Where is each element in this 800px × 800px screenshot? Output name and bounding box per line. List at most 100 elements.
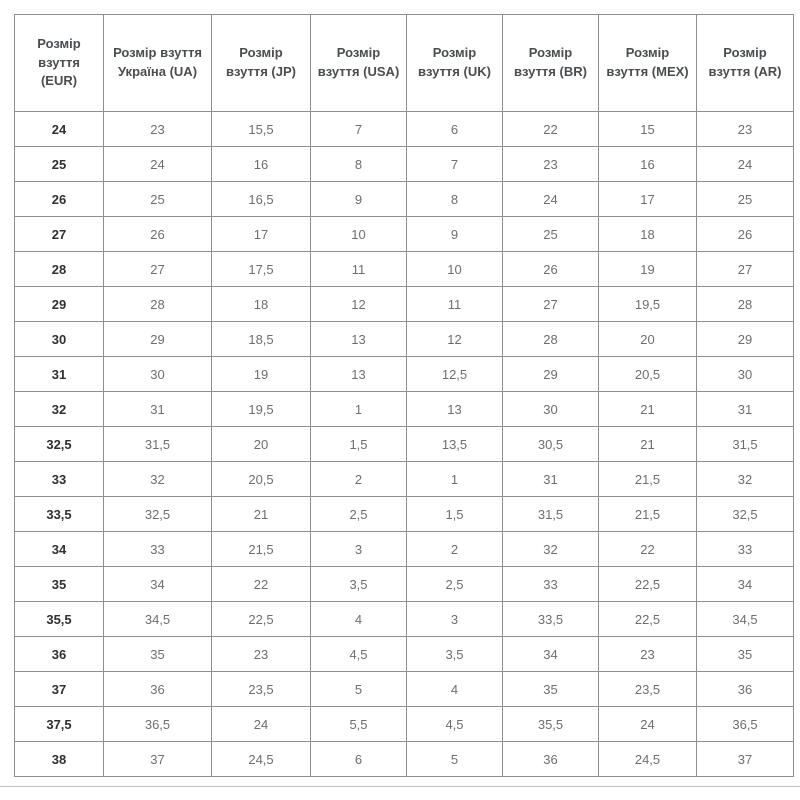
size-cell: 35 <box>696 636 794 672</box>
size-cell: 27 <box>103 251 212 287</box>
table-row: 30 29 18,5 13 12 28 20 29 <box>14 321 794 357</box>
size-cell: 13 <box>310 356 407 392</box>
size-cell: 22,5 <box>211 601 311 637</box>
size-cell: 22,5 <box>598 601 697 637</box>
size-cell: 36,5 <box>103 706 212 742</box>
size-cell: 34,5 <box>696 601 794 637</box>
size-cell: 21 <box>598 426 697 462</box>
size-cell: 8 <box>310 146 407 182</box>
size-cell: 18 <box>598 216 697 252</box>
size-cell: 2 <box>310 461 407 497</box>
size-cell: 25 <box>502 216 599 252</box>
table-row: 32 31 19,5 1 13 30 21 31 <box>14 391 794 427</box>
size-cell: 34 <box>696 566 794 602</box>
size-cell: 30 <box>696 356 794 392</box>
header-eur: Розмір взуття (EUR) <box>14 14 104 112</box>
eur-size-cell: 33 <box>14 461 104 497</box>
table-body: 24 23 15,5 7 6 22 15 23 25 24 16 8 7 23 16 24 26 25 16,5 9 8… <box>14 111 794 777</box>
size-cell: 36 <box>502 741 599 777</box>
size-cell: 19 <box>211 356 311 392</box>
size-cell: 36,5 <box>696 706 794 742</box>
size-cell: 33 <box>696 531 794 567</box>
size-cell: 20 <box>598 321 697 357</box>
size-cell: 21 <box>598 391 697 427</box>
size-cell: 30,5 <box>502 426 599 462</box>
size-cell: 20,5 <box>598 356 697 392</box>
size-cell: 17 <box>211 216 311 252</box>
size-cell: 9 <box>406 216 503 252</box>
size-cell: 23 <box>211 636 311 672</box>
size-cell: 32 <box>502 531 599 567</box>
size-cell: 26 <box>502 251 599 287</box>
header-mex: Розмір взуття (MEX) <box>598 14 697 112</box>
size-cell: 23 <box>103 111 212 147</box>
table-header: Розмір взуття (EUR) Розмір взуття Україн… <box>14 14 794 112</box>
size-cell: 10 <box>406 251 503 287</box>
size-cell: 37 <box>103 741 212 777</box>
eur-size-cell: 29 <box>14 286 104 322</box>
size-cell: 2,5 <box>406 566 503 602</box>
size-cell: 28 <box>502 321 599 357</box>
size-cell: 13 <box>406 391 503 427</box>
size-cell: 12,5 <box>406 356 503 392</box>
size-cell: 36 <box>696 671 794 707</box>
size-cell: 34 <box>502 636 599 672</box>
size-cell: 7 <box>310 111 407 147</box>
eur-size-cell: 32,5 <box>14 426 104 462</box>
size-cell: 32,5 <box>696 496 794 532</box>
size-cell: 24,5 <box>211 741 311 777</box>
size-cell: 1 <box>310 391 407 427</box>
size-cell: 21 <box>211 496 311 532</box>
size-cell: 5 <box>406 741 503 777</box>
size-cell: 10 <box>310 216 407 252</box>
eur-size-cell: 34 <box>14 531 104 567</box>
size-cell: 23,5 <box>211 671 311 707</box>
size-cell: 15,5 <box>211 111 311 147</box>
size-cell: 24 <box>103 146 212 182</box>
shoe-size-conversion-table: Розмір взуття (EUR) Розмір взуття Україн… <box>14 14 794 777</box>
size-cell: 31 <box>103 391 212 427</box>
size-cell: 1,5 <box>310 426 407 462</box>
table-row: 24 23 15,5 7 6 22 15 23 <box>14 111 794 147</box>
table-row: 27 26 17 10 9 25 18 26 <box>14 216 794 252</box>
size-cell: 34 <box>103 566 212 602</box>
eur-size-cell: 37 <box>14 671 104 707</box>
size-cell: 30 <box>103 356 212 392</box>
size-cell: 20 <box>211 426 311 462</box>
table-row: 28 27 17,5 11 10 26 19 27 <box>14 251 794 287</box>
size-cell: 32,5 <box>103 496 212 532</box>
size-cell: 31,5 <box>502 496 599 532</box>
table-row: 32,5 31,5 20 1,5 13,5 30,5 21 31,5 <box>14 426 794 462</box>
size-cell: 11 <box>406 286 503 322</box>
size-cell: 19,5 <box>211 391 311 427</box>
size-cell: 31 <box>696 391 794 427</box>
size-cell: 29 <box>103 321 212 357</box>
eur-size-cell: 27 <box>14 216 104 252</box>
size-cell: 4,5 <box>310 636 407 672</box>
header-jp: Розмір взуття (JP) <box>211 14 311 112</box>
header-ar: Розмір взуття (AR) <box>696 14 794 112</box>
eur-size-cell: 30 <box>14 321 104 357</box>
size-cell: 22 <box>502 111 599 147</box>
size-cell: 4 <box>406 671 503 707</box>
size-cell: 29 <box>502 356 599 392</box>
size-cell: 13,5 <box>406 426 503 462</box>
size-cell: 36 <box>103 671 212 707</box>
size-cell: 22 <box>211 566 311 602</box>
size-cell: 16 <box>211 146 311 182</box>
size-cell: 13 <box>310 321 407 357</box>
size-cell: 3 <box>310 531 407 567</box>
size-cell: 4 <box>310 601 407 637</box>
size-cell: 4,5 <box>406 706 503 742</box>
table-row: 29 28 18 12 11 27 19,5 28 <box>14 286 794 322</box>
size-cell: 3,5 <box>406 636 503 672</box>
size-cell: 12 <box>310 286 407 322</box>
size-cell: 24 <box>211 706 311 742</box>
header-row: Розмір взуття (EUR) Розмір взуття Україн… <box>14 14 794 112</box>
size-cell: 19 <box>598 251 697 287</box>
size-cell: 32 <box>696 461 794 497</box>
table-row: 36 35 23 4,5 3,5 34 23 35 <box>14 636 794 672</box>
size-cell: 5,5 <box>310 706 407 742</box>
size-cell: 7 <box>406 146 503 182</box>
size-cell: 20,5 <box>211 461 311 497</box>
